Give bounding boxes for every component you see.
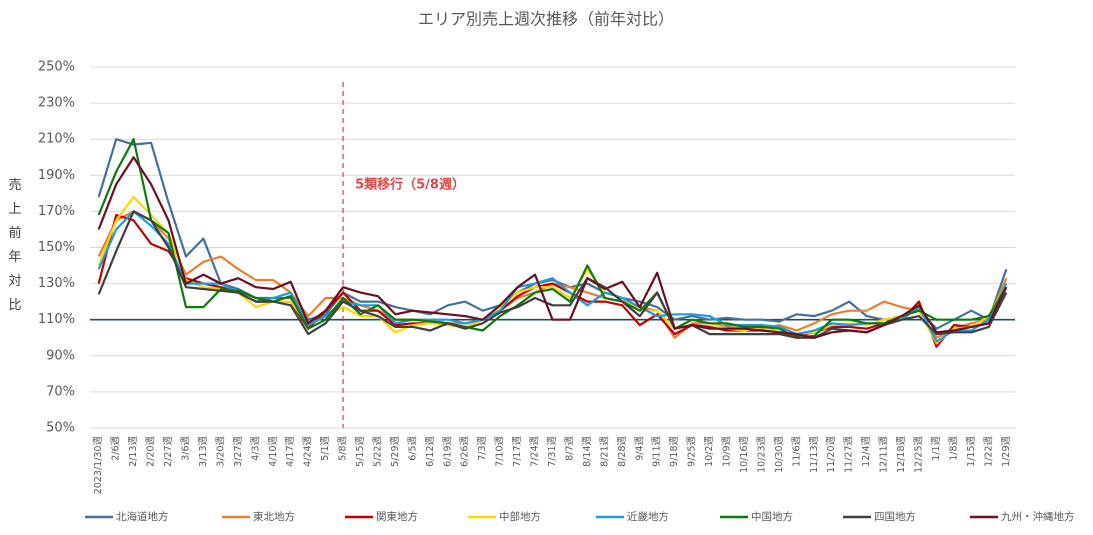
x-tick-label: 10/23週 — [755, 436, 767, 473]
x-tick-label: 3/13週 — [197, 436, 209, 467]
x-tick-label: 9/25週 — [686, 436, 698, 467]
x-tick-label: 6/26週 — [459, 436, 471, 467]
x-tick-label: 9/4週 — [633, 436, 645, 461]
x-tick-label: 2/6週 — [110, 436, 122, 461]
x-tick-label: 8/21週 — [598, 436, 610, 467]
legend-label: 中国地方 — [751, 510, 793, 523]
x-tick-label: 10/2週 — [703, 436, 715, 467]
legend-label: 四国地方 — [874, 510, 916, 523]
x-tick-label: 1/1週 — [930, 436, 942, 461]
x-tick-label: 12/4週 — [860, 436, 872, 467]
legend-label: 北海道地方 — [116, 510, 169, 523]
y-tick-label: 230% — [38, 96, 75, 111]
x-tick-label: 5/15週 — [354, 436, 366, 467]
x-tick-label: 8/14週 — [581, 436, 593, 467]
x-tick-label: 2/13週 — [127, 436, 139, 467]
x-tick-label: 9/18週 — [668, 436, 680, 467]
x-tick-label: 7/3週 — [476, 436, 488, 461]
x-tick-label: 5/29週 — [389, 436, 401, 467]
x-tick-label: 10/9週 — [721, 436, 733, 467]
y-tick-label: 190% — [38, 168, 75, 183]
legend-label: 関東地方 — [376, 510, 418, 523]
legend-label: 九州・沖縄地方 — [1001, 510, 1075, 523]
x-tick-label: 12/18週 — [895, 436, 907, 473]
legend-label: 近畿地方 — [627, 510, 669, 523]
x-tick-label: 8/28週 — [616, 436, 628, 467]
x-tick-label: 12/11週 — [878, 436, 890, 473]
x-tick-label: 7/31週 — [546, 436, 558, 467]
x-tick-label: 5/22週 — [371, 436, 383, 467]
x-tick-label: 10/30週 — [773, 436, 785, 473]
annotation-text: 5類移行（5/8週） — [355, 177, 465, 193]
y-tick-label: 50% — [46, 421, 75, 436]
y-tick-label: 130% — [38, 276, 75, 291]
x-tick-label: 3/6週 — [179, 436, 191, 461]
series-line — [97, 138, 1008, 330]
x-tick-label: 4/3週 — [249, 436, 261, 461]
y-axis-label: 売上前年対比 — [8, 177, 21, 313]
x-tick-label: 11/13週 — [808, 436, 820, 473]
y-tick-label: 250% — [38, 60, 75, 75]
y-tick-label: 170% — [38, 204, 75, 219]
chart-title: エリア別売上週次推移（前年対比） — [418, 10, 674, 29]
x-tick-label: 9/11週 — [651, 436, 663, 467]
x-tick-label: 1/8週 — [947, 436, 959, 461]
series-line — [97, 156, 1008, 339]
x-tick-label: 5/1週 — [319, 436, 331, 461]
x-tick-label: 4/10週 — [267, 436, 279, 467]
y-tick-label: 150% — [38, 240, 75, 255]
y-tick-label: 70% — [46, 384, 75, 399]
x-tick-label: 10/16週 — [738, 436, 750, 473]
x-tick-label: 11/6週 — [790, 436, 802, 467]
x-tick-label: 3/27週 — [232, 436, 244, 467]
x-tick-label: 4/17週 — [284, 436, 296, 467]
x-tick-label: 6/5週 — [406, 436, 418, 461]
y-tick-label: 210% — [38, 132, 75, 147]
x-tick-label: 2/20週 — [145, 436, 157, 467]
x-tick-label: 7/24週 — [529, 436, 541, 467]
x-tick-label: 2/27週 — [162, 436, 174, 467]
y-tick-label: 110% — [38, 312, 75, 327]
x-tick-label: 12/25週 — [913, 436, 925, 473]
x-tick-label: 6/19週 — [441, 436, 453, 467]
series-line — [97, 210, 1008, 343]
x-tick-label: 11/20週 — [825, 436, 837, 473]
x-tick-label: 6/12週 — [424, 436, 436, 467]
legend-label: 東北地方 — [253, 510, 295, 523]
x-tick-label: 1/29週 — [1000, 436, 1012, 467]
series-line — [97, 195, 1008, 345]
legend-label: 中部地方 — [499, 510, 541, 523]
y-tick-label: 90% — [46, 348, 75, 363]
x-tick-label: 1/15週 — [965, 436, 977, 467]
x-tick-label: 7/17週 — [511, 436, 523, 467]
x-tick-label: 7/10週 — [494, 436, 506, 467]
x-tick-label: 1/22週 — [982, 436, 994, 467]
x-tick-label: 3/20週 — [214, 436, 226, 467]
x-tick-label: 4/24週 — [302, 436, 314, 467]
x-tick-label: 11/27週 — [843, 436, 855, 473]
series-line — [97, 138, 1008, 339]
x-tick-label: 8/7週 — [563, 436, 575, 461]
x-tick-label: 5/8週 — [337, 436, 349, 461]
x-tick-label: 2023/1/30週 — [92, 436, 104, 495]
